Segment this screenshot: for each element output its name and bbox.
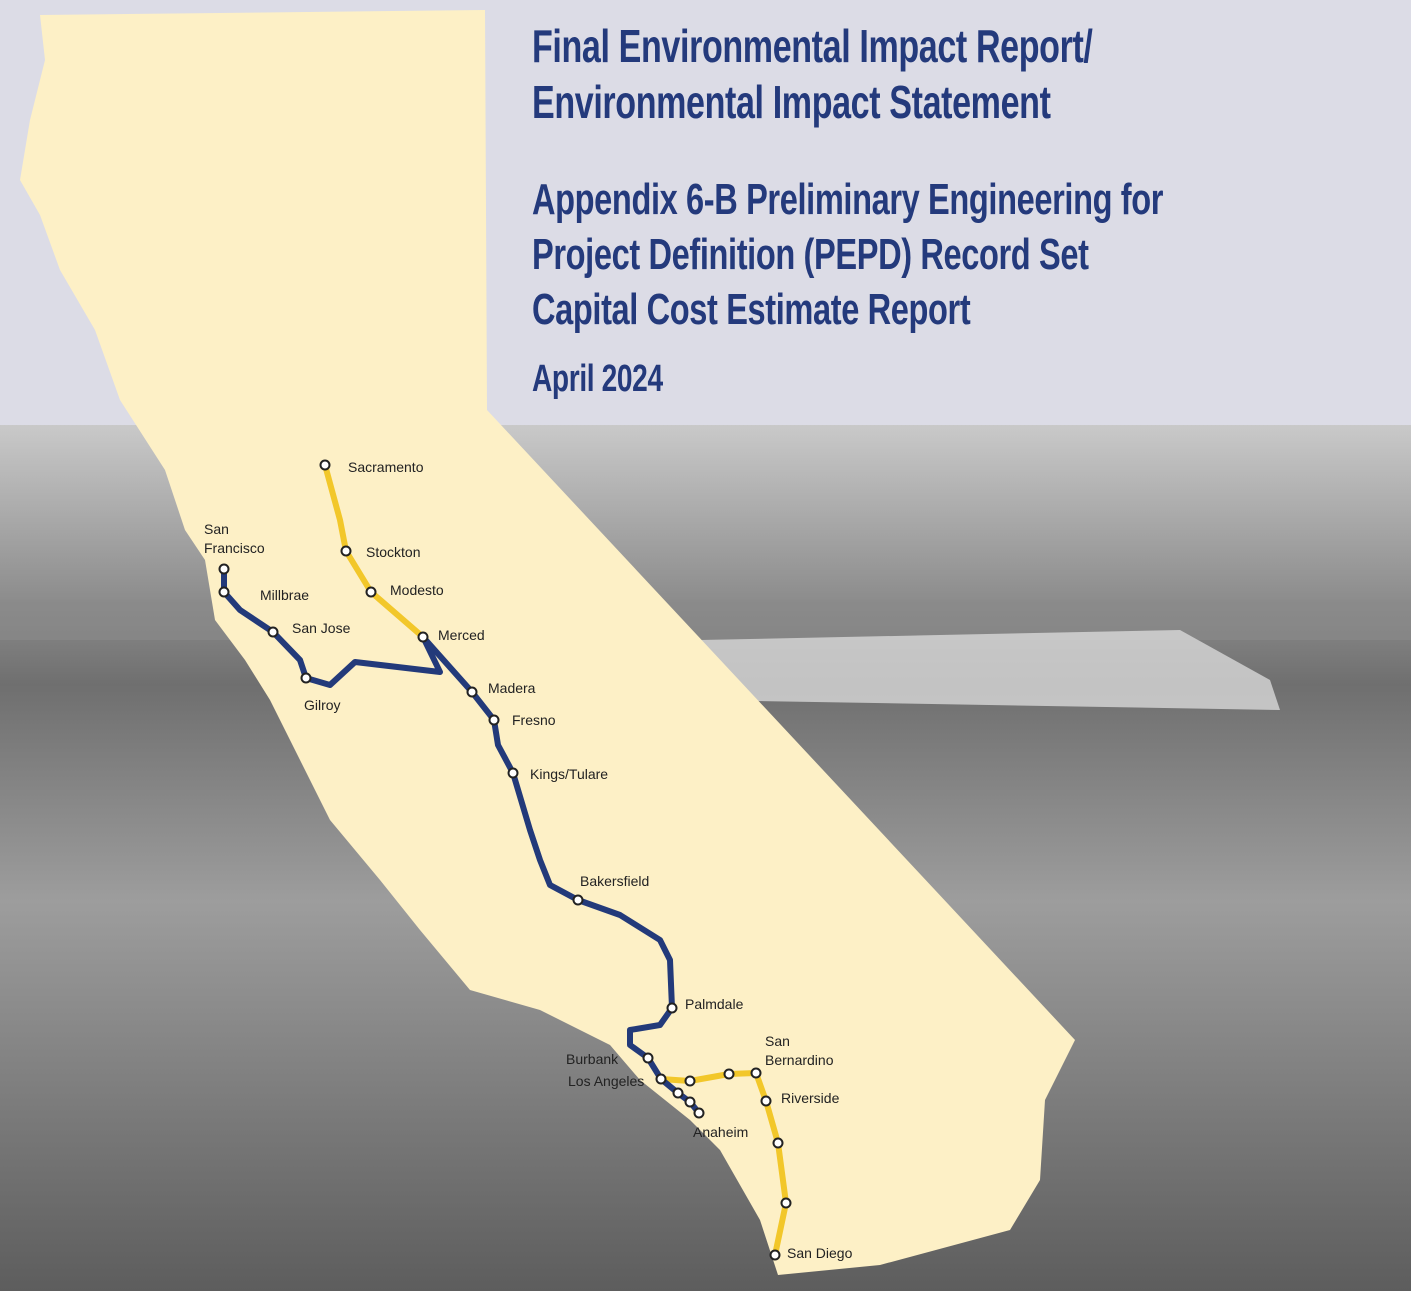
station-label: Palmdale <box>685 995 743 1014</box>
station-dot <box>686 1098 695 1107</box>
station-dot <box>762 1097 771 1106</box>
station-label: Los Angeles <box>568 1072 644 1091</box>
station-dot <box>782 1199 791 1208</box>
station-dot <box>574 896 583 905</box>
station-label: San Bernardino <box>765 1032 834 1070</box>
station-label: Anaheim <box>693 1123 748 1142</box>
station-label: Fresno <box>512 711 556 730</box>
train <box>700 630 1280 710</box>
station-label: San Jose <box>292 619 350 638</box>
appendix-line: Project Definition (PEPD) Record Set <box>532 227 1163 282</box>
station-label: Modesto <box>390 581 444 600</box>
station-label: Riverside <box>781 1089 839 1108</box>
station-dot <box>419 633 428 642</box>
station-dot <box>321 461 330 470</box>
station-dot <box>342 547 351 556</box>
cover: Final Environmental Impact Report/ Envir… <box>0 0 1411 1291</box>
station-dot <box>668 1004 677 1013</box>
appendix-line: Capital Cost Estimate Report <box>532 282 1163 337</box>
appendix-line: Appendix 6-B Preliminary Engineering for <box>532 172 1163 227</box>
station-dot <box>752 1069 761 1078</box>
station-dot <box>657 1075 666 1084</box>
station-dot <box>220 565 229 574</box>
station-label: Bakersfield <box>580 872 649 891</box>
station-label: Millbrae <box>260 586 309 605</box>
station-label: San Francisco <box>204 520 265 558</box>
station-dot <box>686 1077 695 1086</box>
station-dot <box>695 1109 704 1118</box>
station-label: Kings/Tulare <box>530 765 608 784</box>
station-dot <box>644 1054 653 1063</box>
station-label: Stockton <box>366 543 420 562</box>
station-dot <box>774 1139 783 1148</box>
station-dot <box>725 1070 734 1079</box>
station-dot <box>302 674 311 683</box>
date: April 2024 <box>532 358 663 401</box>
station-label: Merced <box>438 626 485 645</box>
station-label: Sacramento <box>348 458 423 477</box>
station-dot <box>468 688 477 697</box>
station-label: Madera <box>488 679 535 698</box>
station-dot <box>771 1251 780 1260</box>
station-dot <box>490 716 499 725</box>
station-dot <box>220 588 229 597</box>
station-dot <box>674 1089 683 1098</box>
station-label: Gilroy <box>304 696 341 715</box>
station-dot <box>509 769 518 778</box>
station-label: Burbank <box>566 1050 618 1069</box>
station-dot <box>367 588 376 597</box>
station-label: San Diego <box>787 1244 852 1263</box>
title: Final Environmental Impact Report/ Envir… <box>532 18 1093 130</box>
train-blur <box>0 600 1411 640</box>
appendix-title: Appendix 6-B Preliminary Engineering for… <box>532 172 1163 337</box>
title-line: Final Environmental Impact Report/ <box>532 18 1093 74</box>
station-dot <box>269 628 278 637</box>
title-line: Environmental Impact Statement <box>532 74 1093 130</box>
